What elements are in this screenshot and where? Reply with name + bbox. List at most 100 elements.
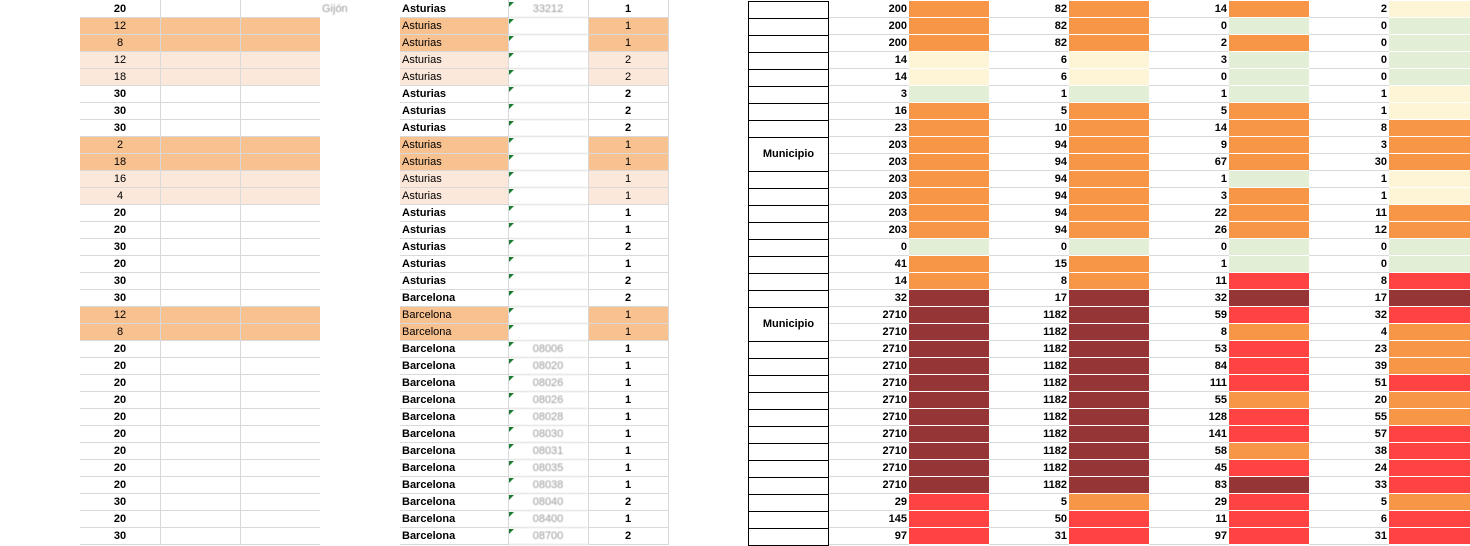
empty-cell[interactable] bbox=[160, 1, 240, 18]
empty-cell[interactable] bbox=[240, 103, 320, 120]
empty-cell[interactable] bbox=[240, 392, 320, 409]
empty-cell[interactable] bbox=[240, 188, 320, 205]
empty-cell[interactable] bbox=[240, 18, 320, 35]
value-cell[interactable]: 2 bbox=[588, 273, 668, 290]
province-cell[interactable]: Barcelona bbox=[400, 511, 508, 528]
value-cell[interactable]: 2 bbox=[588, 494, 668, 511]
province-cell[interactable]: Asturias bbox=[400, 69, 508, 86]
empty-cell[interactable] bbox=[240, 171, 320, 188]
metric-value-cell[interactable]: 145 bbox=[829, 511, 909, 528]
metric-value-cell[interactable]: 94 bbox=[989, 171, 1069, 188]
metric-value-cell[interactable]: 1 bbox=[1149, 171, 1229, 188]
metric-value-cell[interactable]: 0 bbox=[1149, 69, 1229, 86]
number-cell[interactable]: 12 bbox=[80, 18, 160, 35]
metric-value-cell[interactable]: 31 bbox=[1309, 528, 1389, 545]
metric-value-cell[interactable]: 1182 bbox=[989, 409, 1069, 426]
province-cell[interactable]: Barcelona bbox=[400, 358, 508, 375]
empty-cell[interactable] bbox=[160, 426, 240, 443]
number-cell[interactable]: 20 bbox=[80, 205, 160, 222]
metric-value-cell[interactable]: 94 bbox=[989, 154, 1069, 171]
value-cell[interactable]: 2 bbox=[588, 86, 668, 103]
metric-value-cell[interactable]: 2710 bbox=[829, 443, 909, 460]
province-cell[interactable]: Barcelona bbox=[400, 341, 508, 358]
metric-value-cell[interactable]: 55 bbox=[1149, 392, 1229, 409]
province-cell[interactable]: Asturias bbox=[400, 18, 508, 35]
number-cell[interactable]: 30 bbox=[80, 86, 160, 103]
postal-code-cell[interactable]: 08020 bbox=[508, 358, 588, 375]
province-cell[interactable]: Barcelona bbox=[400, 392, 508, 409]
province-cell[interactable]: Asturias bbox=[400, 52, 508, 69]
metric-value-cell[interactable]: 0 bbox=[829, 239, 909, 256]
metric-value-cell[interactable]: 5 bbox=[1309, 494, 1389, 511]
metric-value-cell[interactable]: 84 bbox=[1149, 358, 1229, 375]
metric-value-cell[interactable]: 59 bbox=[1149, 307, 1229, 324]
number-cell[interactable]: 20 bbox=[80, 392, 160, 409]
empty-cell[interactable] bbox=[240, 307, 320, 324]
value-cell[interactable]: 1 bbox=[588, 460, 668, 477]
empty-cell[interactable] bbox=[240, 120, 320, 137]
metric-value-cell[interactable]: 32 bbox=[1149, 290, 1229, 307]
metric-value-cell[interactable]: 22 bbox=[1149, 205, 1229, 222]
province-cell[interactable]: Barcelona bbox=[400, 290, 508, 307]
metric-value-cell[interactable]: 200 bbox=[829, 1, 909, 18]
value-cell[interactable]: 2 bbox=[588, 103, 668, 120]
metric-value-cell[interactable]: 0 bbox=[989, 239, 1069, 256]
number-cell[interactable]: 20 bbox=[80, 1, 160, 18]
value-cell[interactable]: 1 bbox=[588, 188, 668, 205]
metric-value-cell[interactable]: 14 bbox=[829, 52, 909, 69]
metric-value-cell[interactable]: 203 bbox=[829, 188, 909, 205]
postal-code-cell[interactable] bbox=[508, 35, 588, 52]
metric-value-cell[interactable]: 6 bbox=[1309, 511, 1389, 528]
empty-cell[interactable] bbox=[160, 460, 240, 477]
empty-cell[interactable] bbox=[160, 18, 240, 35]
value-cell[interactable]: 2 bbox=[588, 290, 668, 307]
empty-cell[interactable] bbox=[160, 52, 240, 69]
province-cell[interactable]: Asturias bbox=[400, 154, 508, 171]
value-cell[interactable]: 1 bbox=[588, 426, 668, 443]
empty-cell[interactable] bbox=[160, 120, 240, 137]
number-cell[interactable]: 30 bbox=[80, 239, 160, 256]
postal-code-cell[interactable] bbox=[508, 137, 588, 154]
empty-cell[interactable] bbox=[160, 358, 240, 375]
value-cell[interactable]: 1 bbox=[588, 392, 668, 409]
metric-value-cell[interactable]: 111 bbox=[1149, 375, 1229, 392]
metric-value-cell[interactable]: 31 bbox=[989, 528, 1069, 545]
province-cell[interactable]: Barcelona bbox=[400, 460, 508, 477]
metric-value-cell[interactable]: 203 bbox=[829, 137, 909, 154]
postal-code-cell[interactable]: 08031 bbox=[508, 443, 588, 460]
postal-code-cell[interactable] bbox=[508, 205, 588, 222]
metric-value-cell[interactable]: 82 bbox=[989, 1, 1069, 18]
value-cell[interactable]: 2 bbox=[588, 528, 668, 545]
metric-value-cell[interactable]: 30 bbox=[1309, 154, 1389, 171]
empty-cell[interactable] bbox=[160, 86, 240, 103]
municipio-label[interactable]: Municipio bbox=[762, 148, 815, 160]
metric-value-cell[interactable]: 1 bbox=[1309, 103, 1389, 120]
empty-cell[interactable] bbox=[160, 511, 240, 528]
empty-cell[interactable] bbox=[240, 409, 320, 426]
postal-code-cell[interactable]: 08035 bbox=[508, 460, 588, 477]
number-cell[interactable]: 18 bbox=[80, 69, 160, 86]
metric-value-cell[interactable]: 8 bbox=[1309, 273, 1389, 290]
empty-cell[interactable] bbox=[160, 273, 240, 290]
metric-value-cell[interactable]: 67 bbox=[1149, 154, 1229, 171]
empty-cell[interactable] bbox=[240, 205, 320, 222]
metric-value-cell[interactable]: 94 bbox=[989, 188, 1069, 205]
number-cell[interactable]: 20 bbox=[80, 426, 160, 443]
empty-cell[interactable] bbox=[160, 324, 240, 341]
metric-value-cell[interactable]: 11 bbox=[1149, 511, 1229, 528]
postal-code-cell[interactable]: 08006 bbox=[508, 341, 588, 358]
empty-cell[interactable] bbox=[240, 443, 320, 460]
value-cell[interactable]: 1 bbox=[588, 409, 668, 426]
empty-cell[interactable] bbox=[240, 494, 320, 511]
metric-value-cell[interactable]: 4 bbox=[1309, 324, 1389, 341]
metric-value-cell[interactable]: 29 bbox=[1149, 494, 1229, 511]
number-cell[interactable]: 30 bbox=[80, 120, 160, 137]
metric-value-cell[interactable]: 32 bbox=[829, 290, 909, 307]
metric-value-cell[interactable]: 94 bbox=[989, 205, 1069, 222]
metric-value-cell[interactable]: 10 bbox=[989, 120, 1069, 137]
metric-value-cell[interactable]: 0 bbox=[1309, 239, 1389, 256]
value-cell[interactable]: 1 bbox=[588, 477, 668, 494]
province-cell[interactable]: Asturias bbox=[400, 239, 508, 256]
empty-cell[interactable] bbox=[160, 494, 240, 511]
metric-value-cell[interactable]: 24 bbox=[1309, 460, 1389, 477]
